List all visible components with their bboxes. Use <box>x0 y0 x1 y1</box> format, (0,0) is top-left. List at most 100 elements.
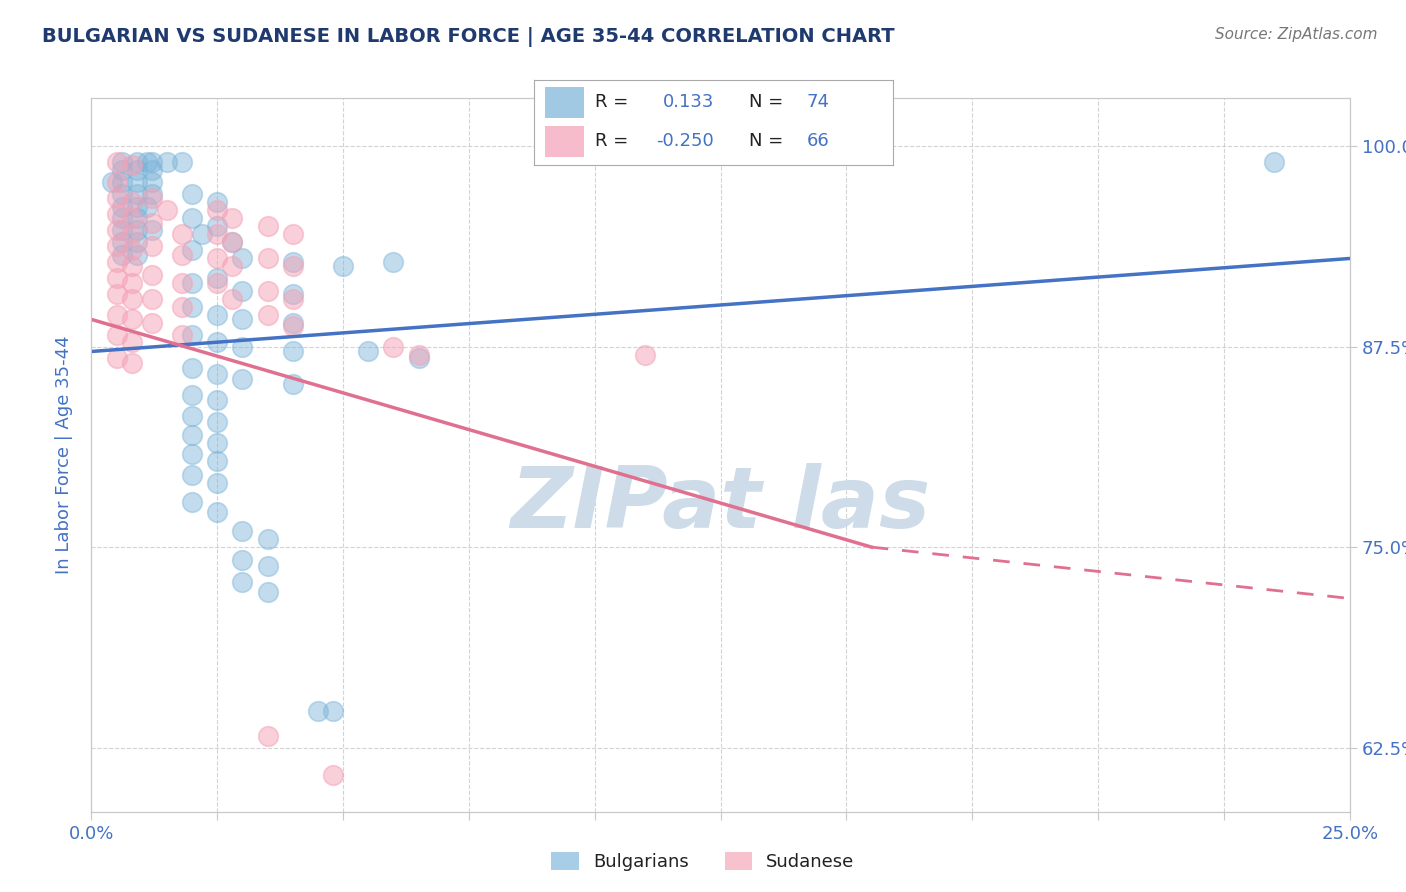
Point <box>105 190 128 204</box>
Text: Source: ZipAtlas.com: Source: ZipAtlas.com <box>1215 27 1378 42</box>
Point <box>170 248 193 262</box>
Point <box>105 222 128 236</box>
Point <box>135 200 157 214</box>
Point <box>105 238 128 252</box>
Point <box>357 344 380 359</box>
Y-axis label: In Labor Force | Age 35-44: In Labor Force | Age 35-44 <box>55 335 73 574</box>
Point <box>141 155 163 169</box>
Point <box>307 704 329 718</box>
Point <box>231 553 253 567</box>
Point <box>181 328 204 343</box>
Point <box>121 312 143 326</box>
Point <box>181 187 204 202</box>
Point <box>156 203 179 218</box>
Point <box>181 211 204 226</box>
Point <box>125 155 148 169</box>
Point <box>281 376 304 391</box>
Point <box>181 244 204 258</box>
Point <box>205 334 228 349</box>
Point <box>221 235 243 250</box>
Point <box>110 222 132 236</box>
Text: -0.250: -0.250 <box>657 132 714 150</box>
Point <box>221 211 243 226</box>
Point <box>105 155 128 169</box>
Point <box>141 216 163 230</box>
Point <box>110 163 132 178</box>
Point <box>205 415 228 429</box>
Point <box>281 292 304 306</box>
Point <box>231 372 253 386</box>
Point <box>105 270 128 285</box>
Point <box>125 222 148 236</box>
Point <box>125 248 148 262</box>
Point <box>135 155 157 169</box>
Point <box>110 155 132 169</box>
Point <box>110 187 132 202</box>
Point <box>105 351 128 365</box>
Point <box>281 344 304 359</box>
Point <box>141 238 163 252</box>
Point <box>105 174 128 188</box>
Point <box>205 392 228 407</box>
Point <box>181 447 204 461</box>
Point <box>256 308 278 322</box>
Point <box>205 195 228 210</box>
Point <box>125 211 148 226</box>
Point <box>231 575 253 590</box>
Point <box>231 524 253 538</box>
Point <box>141 174 163 188</box>
Point <box>221 292 243 306</box>
Point <box>205 475 228 490</box>
Text: N =: N = <box>749 94 789 112</box>
Point <box>281 227 304 242</box>
Point <box>322 768 344 782</box>
Point <box>382 254 405 268</box>
Text: 0.133: 0.133 <box>664 94 714 112</box>
Point <box>125 235 148 250</box>
Point <box>181 495 204 509</box>
Point <box>281 260 304 274</box>
Point <box>105 286 128 301</box>
Point <box>105 254 128 268</box>
Point <box>141 292 163 306</box>
Point <box>231 252 253 266</box>
Point <box>110 174 132 188</box>
Point <box>221 260 243 274</box>
Point <box>170 155 193 169</box>
Point <box>181 388 204 402</box>
Point <box>221 235 243 250</box>
Point <box>110 248 132 262</box>
Point <box>181 300 204 314</box>
Point <box>110 200 132 214</box>
Point <box>121 334 143 349</box>
Text: R =: R = <box>595 94 634 112</box>
Point <box>181 428 204 442</box>
Text: BULGARIAN VS SUDANESE IN LABOR FORCE | AGE 35-44 CORRELATION CHART: BULGARIAN VS SUDANESE IN LABOR FORCE | A… <box>42 27 894 46</box>
Point <box>281 286 304 301</box>
Point <box>105 328 128 343</box>
Point <box>205 227 228 242</box>
Point <box>121 292 143 306</box>
Point <box>141 316 163 330</box>
Bar <box>546 126 585 157</box>
Point <box>170 227 193 242</box>
Point <box>121 276 143 290</box>
Point <box>231 312 253 326</box>
Point <box>141 187 163 202</box>
Point <box>121 260 143 274</box>
Point <box>332 260 354 274</box>
Point <box>121 159 143 173</box>
Point <box>125 200 148 214</box>
Point <box>121 211 143 226</box>
Point <box>170 300 193 314</box>
Text: 66: 66 <box>807 132 830 150</box>
Point <box>125 187 148 202</box>
Point <box>181 467 204 482</box>
Point <box>205 252 228 266</box>
Point <box>256 585 278 599</box>
Point <box>205 505 228 519</box>
Point <box>382 340 405 354</box>
Point <box>256 219 278 234</box>
Point <box>110 235 132 250</box>
Point <box>110 211 132 226</box>
